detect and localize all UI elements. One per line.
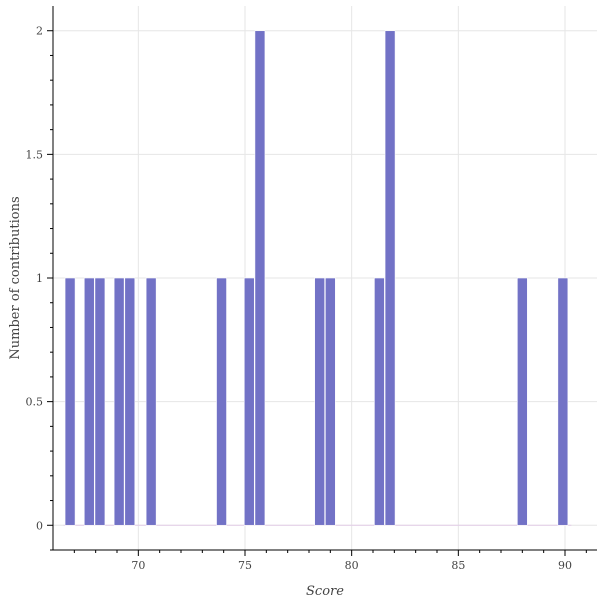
- histogram-bar: [145, 277, 157, 526]
- y-tick-label: 0.5: [26, 396, 44, 409]
- histogram-bar: [243, 277, 255, 526]
- histogram-bar: [374, 277, 385, 526]
- x-tick-label: 85: [451, 559, 465, 572]
- y-tick-label: 0: [36, 519, 43, 532]
- histogram-bar: [94, 277, 106, 526]
- x-tick-label: 75: [238, 559, 252, 572]
- y-tick-label: 1.5: [26, 148, 44, 161]
- ticks: 70 75 80 85 90 0 0.5 1 1.5 2: [26, 25, 587, 572]
- histogram-bar: [124, 277, 136, 526]
- y-axis-label: Number of contributions: [8, 196, 23, 359]
- histogram-bar: [314, 277, 325, 526]
- histogram-bar: [216, 277, 227, 526]
- histogram-bar: [384, 30, 396, 526]
- y-tick-label: 1: [36, 272, 43, 285]
- histogram-bar: [254, 30, 266, 526]
- histogram-bar: [517, 277, 528, 526]
- histogram-bar: [557, 277, 569, 526]
- x-tick-label: 90: [558, 559, 572, 572]
- bars: [64, 30, 569, 526]
- x-tick-label: 80: [345, 559, 359, 572]
- histogram-bar: [325, 277, 336, 526]
- y-tick-label: 2: [36, 25, 43, 38]
- histogram-bar: [83, 277, 95, 526]
- x-axis-label: Score: [306, 584, 344, 599]
- histogram-bar: [113, 277, 125, 526]
- x-tick-label: 70: [131, 559, 145, 572]
- histogram-bar: [64, 277, 76, 526]
